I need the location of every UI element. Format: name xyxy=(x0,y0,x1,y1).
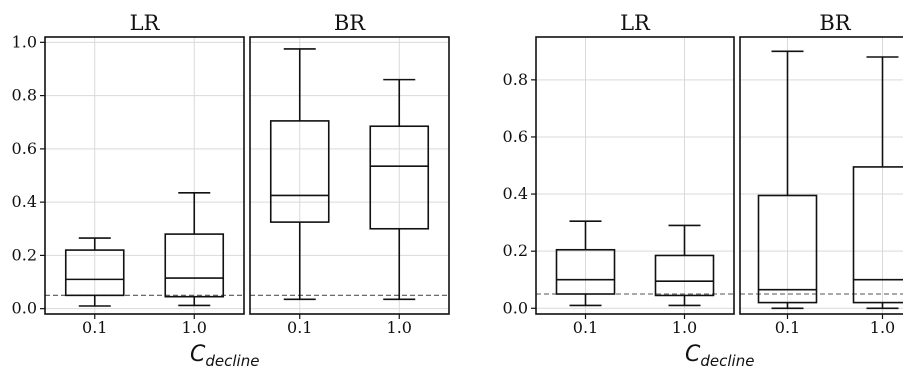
x-tick-label: 0.1 xyxy=(775,318,800,337)
y-tick-label: 0.6 xyxy=(12,139,37,158)
x-tick-label: 0.1 xyxy=(82,318,107,337)
x-axis-label-main: C xyxy=(190,342,206,367)
box-1.0 xyxy=(369,78,430,301)
panel-lr: LR 0.1 1.0 xyxy=(44,11,245,337)
x-axis-label-subscript: decline xyxy=(205,352,259,370)
panel-title: BR xyxy=(819,11,851,35)
x-tick-label: 1.0 xyxy=(672,318,697,337)
panel-br: BR 0.1 1.0 xyxy=(739,11,903,337)
box-1.0 xyxy=(654,224,715,307)
panel-title: LR xyxy=(130,11,161,35)
y-tick-label: 0.4 xyxy=(503,184,528,203)
y-tick-label: 0.8 xyxy=(503,70,528,89)
panel-frame xyxy=(535,36,735,315)
box-iqr xyxy=(64,249,125,297)
box-0.1 xyxy=(269,48,330,301)
panel-title: LR xyxy=(620,11,651,35)
y-tick-label: 0.0 xyxy=(12,299,37,318)
box-iqr xyxy=(852,166,903,304)
panel-title: BR xyxy=(334,11,366,35)
box-iqr xyxy=(369,125,430,230)
box-iqr xyxy=(555,248,616,295)
panel-frame xyxy=(739,36,903,315)
y-tick-label: 0.6 xyxy=(503,127,528,146)
box-0.1 xyxy=(757,50,818,310)
x-axis-label: Cdecline xyxy=(685,342,754,370)
box-0.1 xyxy=(64,237,125,307)
y-tick-label: 0.8 xyxy=(12,86,37,105)
x-tick-label: 1.0 xyxy=(870,318,895,337)
y-tick-label: 0.4 xyxy=(12,192,37,211)
y-tick-label: 0.2 xyxy=(12,245,37,264)
y-tick-label: 0.0 xyxy=(503,298,528,317)
y-tick-label: 1.0 xyxy=(12,32,37,51)
x-axis-label: Cdecline xyxy=(190,342,259,370)
panel-frame xyxy=(249,36,450,315)
box-iqr xyxy=(757,194,818,304)
box-iqr xyxy=(654,254,715,297)
box-1.0 xyxy=(852,56,903,310)
x-axis-label-subscript: decline xyxy=(700,352,754,370)
box-iqr xyxy=(164,233,225,298)
panel-lr: LR 0.1 1.0 xyxy=(535,11,735,337)
panel-frame xyxy=(44,36,245,315)
x-tick-label: 0.1 xyxy=(573,318,598,337)
box-0.1 xyxy=(555,220,616,307)
box-iqr xyxy=(269,120,330,223)
box-1.0 xyxy=(164,192,225,307)
chart-2: LR 0.1 1.0 BR 0.1 1.0 0.0 0.2 0.4 0.6 0.8 Cdecline xyxy=(503,11,903,370)
x-tick-label: 1.0 xyxy=(387,318,412,337)
x-tick-label: 0.1 xyxy=(287,318,312,337)
y-tick-label: 0.2 xyxy=(503,241,528,260)
panel-br: BR 0.1 1.0 xyxy=(249,11,450,337)
x-axis-label-main: C xyxy=(685,342,701,367)
x-tick-label: 1.0 xyxy=(182,318,207,337)
chart-1: LR 0.1 1.0 BR 0.1 1.0 0.0 0.2 0.4 0.6 0.8 1.0 Cdecli… xyxy=(12,11,450,370)
